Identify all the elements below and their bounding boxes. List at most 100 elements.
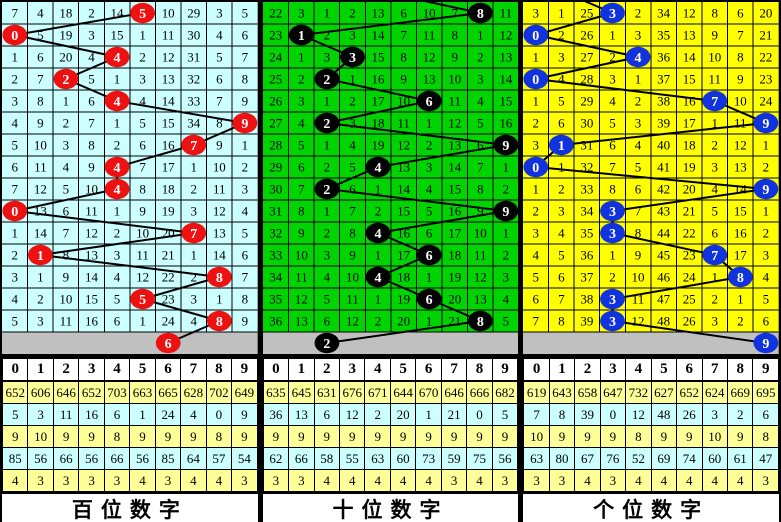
svg-text:9: 9 — [635, 247, 641, 262]
svg-text:36: 36 — [269, 313, 282, 328]
stat-cell: 3 — [548, 469, 576, 492]
grid-lines — [262, 2, 519, 333]
draw-circle — [416, 244, 442, 266]
stat-cell: 8 — [548, 403, 576, 426]
draw-circle-digit: 0 — [533, 29, 540, 44]
svg-text:14: 14 — [85, 269, 98, 284]
draw-circle-digit: 8 — [476, 315, 483, 330]
draw-circle — [206, 310, 232, 332]
draw-circle — [288, 24, 314, 46]
svg-text:29: 29 — [269, 159, 282, 174]
stat-cell: 60 — [389, 447, 417, 470]
svg-text:4: 4 — [139, 93, 146, 108]
svg-text:11: 11 — [136, 247, 149, 262]
svg-text:2: 2 — [558, 181, 564, 196]
svg-text:2: 2 — [63, 115, 69, 130]
stat-cell: 9 — [726, 425, 754, 448]
draw-circle — [416, 90, 442, 112]
svg-text:13: 13 — [683, 27, 696, 42]
draw-circle — [753, 178, 779, 200]
stat-cell: 3 — [52, 469, 80, 492]
stat-cell: 57 — [205, 447, 233, 470]
stat-cell: 5 — [1, 403, 29, 426]
stat-cell: 69 — [650, 447, 678, 470]
draw-circle — [416, 288, 442, 310]
svg-text:3: 3 — [533, 225, 539, 240]
draw-circle-digit: 0 — [11, 29, 18, 44]
svg-text:44: 44 — [657, 225, 670, 240]
svg-text:35: 35 — [657, 27, 670, 42]
stats-row: 635 645 631 676 671 644 670 646 666 682 — [262, 380, 519, 404]
svg-text:7: 7 — [139, 159, 146, 174]
draw-circle-digit: 8 — [737, 271, 744, 286]
svg-text:5: 5 — [242, 5, 248, 20]
stat-cell: 4 — [415, 469, 442, 492]
draw-circle — [314, 332, 339, 354]
svg-text:3: 3 — [12, 269, 18, 284]
draw-circle-digit: 9 — [763, 183, 770, 198]
stat-cell: 10 — [523, 425, 550, 448]
svg-text:8: 8 — [737, 49, 743, 64]
stat-cell: 12 — [339, 403, 366, 426]
svg-text:1: 1 — [533, 49, 539, 64]
svg-text:9: 9 — [216, 137, 222, 152]
stat-cell: 9 — [313, 425, 341, 448]
trend-line — [14, 12, 249, 344]
svg-text:39: 39 — [581, 313, 594, 328]
svg-text:2: 2 — [374, 313, 380, 328]
svg-text:7: 7 — [610, 159, 617, 174]
svg-text:13: 13 — [422, 71, 435, 86]
svg-text:20: 20 — [448, 291, 461, 306]
stat-cell: 3 — [154, 469, 182, 492]
svg-text:7: 7 — [12, 5, 19, 20]
svg-text:1: 1 — [374, 247, 380, 262]
svg-text:19: 19 — [59, 27, 72, 42]
svg-text:24: 24 — [162, 313, 175, 328]
svg-text:2: 2 — [12, 71, 18, 86]
draw-circle — [600, 310, 626, 332]
stat-cell: 0 — [466, 403, 493, 426]
draw-circle-digit: 9 — [502, 205, 509, 220]
svg-text:3: 3 — [323, 49, 329, 64]
digit-header-cell: 9 — [752, 358, 780, 382]
svg-text:7: 7 — [242, 49, 249, 64]
stat-cell: 67 — [574, 447, 601, 470]
svg-text:1: 1 — [37, 269, 43, 284]
svg-text:4: 4 — [533, 247, 540, 262]
pending-row-background — [523, 332, 780, 354]
stat-cell: 85 — [1, 447, 29, 470]
svg-text:4: 4 — [477, 93, 484, 108]
svg-text:34: 34 — [657, 5, 670, 20]
svg-text:11: 11 — [60, 313, 73, 328]
svg-text:12: 12 — [734, 137, 747, 152]
svg-text:12: 12 — [34, 181, 47, 196]
svg-text:11: 11 — [346, 291, 359, 306]
stat-cell: 75 — [466, 447, 493, 470]
svg-text:46: 46 — [657, 269, 670, 284]
draw-circle-digit: 3 — [609, 205, 616, 220]
stat-cell: 66 — [103, 447, 131, 470]
svg-text:6: 6 — [323, 313, 330, 328]
svg-text:5: 5 — [712, 203, 718, 218]
panel-tens: 22 3 1 2 13 6 10 7 11 23 2 3 14 7 11 8 1 12 24 1 3 15 8 12 9 2 13 2… — [262, 2, 519, 522]
svg-text:16: 16 — [683, 93, 696, 108]
draw-circle — [753, 112, 779, 134]
svg-text:2: 2 — [635, 93, 641, 108]
stat-cell: 39 — [574, 403, 601, 426]
svg-text:26: 26 — [683, 313, 696, 328]
svg-text:25: 25 — [683, 291, 696, 306]
stat-cell: 13 — [288, 403, 315, 426]
svg-text:1: 1 — [323, 93, 329, 108]
stats-row: 652 606 646 652 703 663 665 628 702 649 — [1, 380, 258, 404]
stat-cell: 63 — [523, 447, 550, 470]
svg-text:3: 3 — [763, 247, 769, 262]
digit-header-cell: 5 — [129, 358, 156, 382]
svg-text:14: 14 — [499, 71, 512, 86]
svg-text:2: 2 — [712, 291, 718, 306]
stats-row: 63 80 67 76 52 69 74 60 61 47 — [523, 447, 780, 470]
svg-text:5: 5 — [216, 49, 222, 64]
